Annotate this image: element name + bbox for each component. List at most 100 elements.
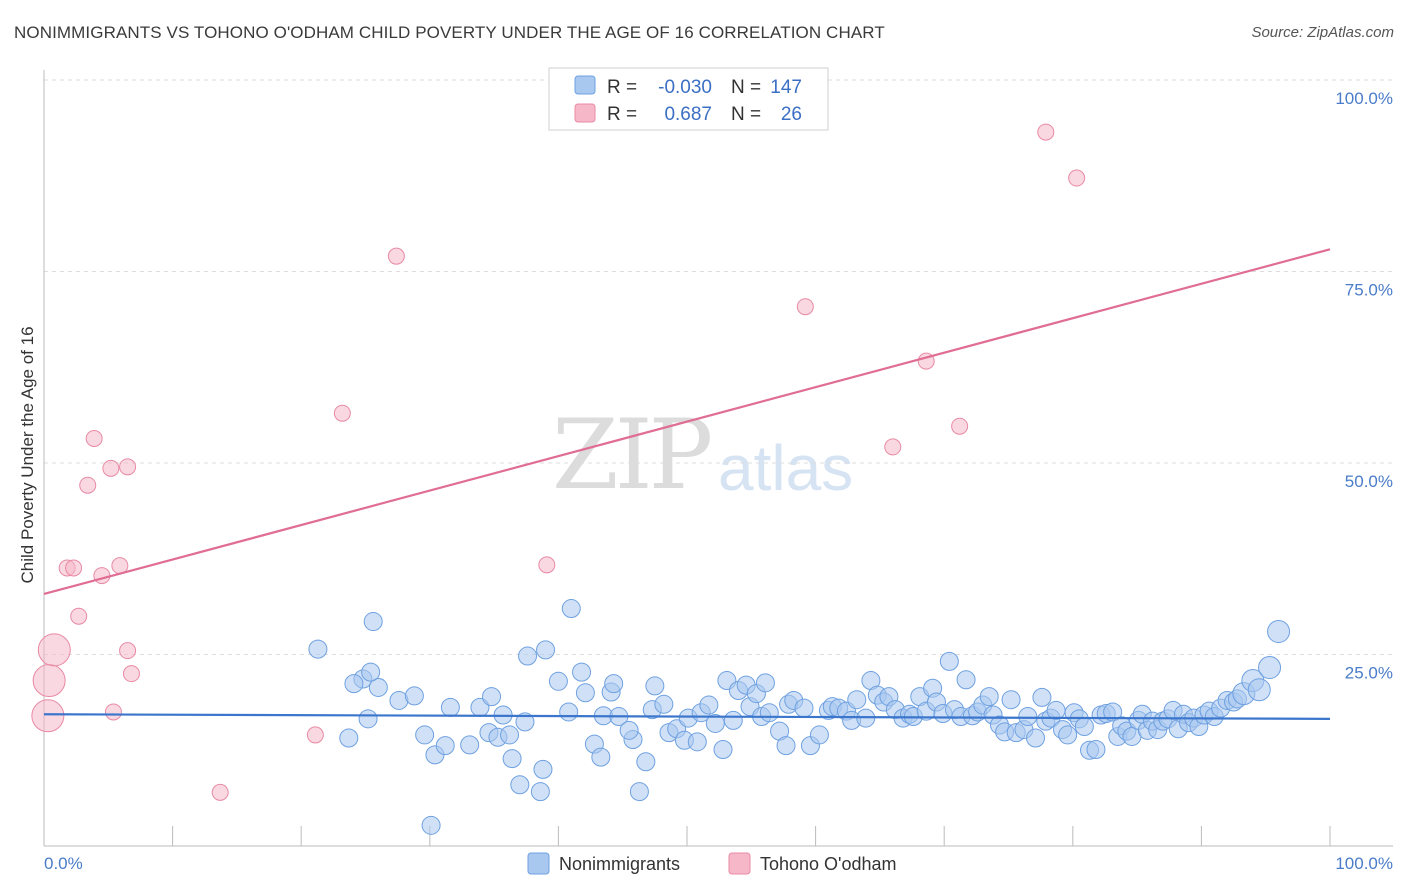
legend-swatch-nonimmigrants bbox=[574, 75, 596, 95]
point-nonimmigrants-38 bbox=[604, 674, 624, 694]
point-nonimmigrants-0 bbox=[308, 639, 328, 659]
point-tohono-oodham-4 bbox=[65, 559, 83, 577]
point-nonimmigrants-5 bbox=[361, 662, 381, 682]
point-nonimmigrants-108 bbox=[1032, 687, 1052, 707]
point-nonimmigrants-13 bbox=[435, 736, 455, 756]
bottom-legend-swatch-nonimmigrants bbox=[527, 852, 550, 875]
point-nonimmigrants-121 bbox=[1103, 702, 1123, 722]
point-nonimmigrants-53 bbox=[699, 695, 719, 715]
trend-line-tohono-oodham bbox=[43, 248, 1331, 596]
point-nonimmigrants-30 bbox=[561, 599, 581, 619]
point-nonimmigrants-113 bbox=[1058, 725, 1078, 745]
y-tick-label-50: 50.0% bbox=[1345, 472, 1393, 491]
legend-n-value-0: 147 bbox=[770, 77, 802, 98]
point-tohono-oodham-13 bbox=[122, 665, 140, 683]
point-nonimmigrants-7 bbox=[339, 728, 359, 748]
point-nonimmigrants-99 bbox=[979, 687, 999, 707]
point-nonimmigrants-150 bbox=[1267, 620, 1291, 644]
point-tohono-oodham-14 bbox=[119, 458, 137, 476]
series-legend: Nonimmigrants Tohono O'odham bbox=[527, 852, 897, 875]
point-nonimmigrants-32 bbox=[572, 662, 592, 682]
point-nonimmigrants-42 bbox=[629, 782, 649, 802]
point-tohono-oodham-25 bbox=[1037, 123, 1055, 141]
point-nonimmigrants-35 bbox=[591, 747, 611, 767]
point-nonimmigrants-63 bbox=[755, 673, 775, 693]
point-tohono-oodham-1 bbox=[32, 664, 66, 698]
legend-n-label-1: N = bbox=[731, 104, 761, 125]
point-nonimmigrants-18 bbox=[482, 687, 502, 707]
point-nonimmigrants-106 bbox=[1018, 707, 1038, 727]
point-nonimmigrants-55 bbox=[713, 739, 733, 759]
bottom-legend-swatch-tohono-oodham bbox=[728, 852, 751, 875]
point-tohono-oodham-2 bbox=[37, 633, 71, 667]
bottom-legend-label-tohono-oodham: Tohono O'odham bbox=[760, 854, 897, 874]
point-tohono-oodham-18 bbox=[211, 783, 229, 801]
point-nonimmigrants-26 bbox=[530, 782, 550, 802]
y-tick-label-75: 75.0% bbox=[1345, 281, 1393, 300]
point-tohono-oodham-12 bbox=[119, 642, 137, 660]
point-nonimmigrants-33 bbox=[559, 702, 579, 722]
point-tohono-oodham-15 bbox=[306, 726, 324, 744]
point-nonimmigrants-28 bbox=[536, 640, 556, 660]
point-tohono-oodham-23 bbox=[951, 417, 969, 435]
y-tick-label-25: 25.0% bbox=[1345, 664, 1393, 683]
x-tick-label-min: 0.0% bbox=[44, 854, 83, 873]
legend-r-label-1: R = bbox=[607, 104, 637, 125]
gridlines bbox=[44, 79, 1393, 655]
point-nonimmigrants-77 bbox=[847, 690, 867, 710]
watermark-atlas: atlas bbox=[718, 432, 853, 504]
legend-box bbox=[548, 67, 829, 131]
point-nonimmigrants-51 bbox=[687, 732, 707, 752]
point-nonimmigrants-10 bbox=[415, 725, 435, 745]
point-nonimmigrants-71 bbox=[809, 725, 829, 745]
point-tohono-oodham-17 bbox=[387, 247, 405, 265]
point-nonimmigrants-92 bbox=[939, 651, 959, 671]
point-nonimmigrants-111 bbox=[1046, 700, 1066, 720]
point-nonimmigrants-25 bbox=[518, 646, 538, 666]
y-axis-label: Child Poverty Under the Age of 16 bbox=[18, 326, 37, 583]
point-nonimmigrants-149 bbox=[1258, 656, 1282, 680]
point-tohono-oodham-8 bbox=[93, 567, 111, 585]
point-tohono-oodham-9 bbox=[102, 459, 120, 477]
point-nonimmigrants-41 bbox=[619, 720, 639, 740]
point-nonimmigrants-69 bbox=[794, 698, 814, 718]
point-nonimmigrants-6 bbox=[344, 674, 364, 694]
point-nonimmigrants-107 bbox=[1026, 728, 1046, 748]
bottom-legend-label-nonimmigrants: Nonimmigrants bbox=[559, 854, 680, 874]
legend-r-label-0: R = bbox=[607, 77, 637, 98]
point-nonimmigrants-43 bbox=[636, 752, 656, 772]
point-nonimmigrants-46 bbox=[654, 694, 674, 714]
legend-n-label-0: N = bbox=[731, 77, 761, 98]
y-tick-label-100: 100.0% bbox=[1335, 89, 1393, 108]
point-nonimmigrants-31 bbox=[575, 683, 595, 703]
legend-swatch-tohono-oodham bbox=[574, 103, 596, 123]
y-tick-labels: 25.0% 50.0% 75.0% 100.0% bbox=[1335, 89, 1393, 683]
point-tohono-oodham-10 bbox=[104, 703, 122, 721]
point-nonimmigrants-118 bbox=[1086, 739, 1106, 759]
correlation-legend: R = -0.030 N = 147 R = 0.687 N = 26 bbox=[548, 67, 829, 131]
point-nonimmigrants-103 bbox=[1001, 690, 1021, 710]
point-nonimmigrants-1 bbox=[363, 612, 383, 632]
point-nonimmigrants-23 bbox=[510, 775, 530, 795]
point-nonimmigrants-14 bbox=[440, 697, 460, 717]
trend-line-nonimmigrants bbox=[43, 713, 1331, 720]
point-nonimmigrants-3 bbox=[368, 677, 388, 697]
point-tohono-oodham-6 bbox=[79, 476, 97, 494]
legend-r-value-0: -0.030 bbox=[658, 77, 712, 98]
point-nonimmigrants-24 bbox=[515, 712, 535, 732]
point-nonimmigrants-64 bbox=[759, 703, 779, 723]
point-nonimmigrants-116 bbox=[1074, 717, 1094, 737]
point-nonimmigrants-12 bbox=[421, 815, 441, 835]
point-nonimmigrants-29 bbox=[548, 671, 568, 691]
point-tohono-oodham-24 bbox=[1068, 169, 1086, 187]
point-nonimmigrants-54 bbox=[705, 713, 725, 733]
chart-title: NONIMMIGRANTS VS TOHONO O'ODHAM CHILD PO… bbox=[14, 23, 885, 42]
point-tohono-oodham-19 bbox=[538, 556, 556, 574]
watermark-zip: ZIP bbox=[552, 399, 711, 511]
point-nonimmigrants-27 bbox=[533, 759, 553, 779]
point-nonimmigrants-15 bbox=[460, 735, 480, 755]
point-nonimmigrants-148 bbox=[1247, 678, 1271, 702]
point-tohono-oodham-0 bbox=[31, 699, 65, 733]
point-nonimmigrants-9 bbox=[404, 686, 424, 706]
